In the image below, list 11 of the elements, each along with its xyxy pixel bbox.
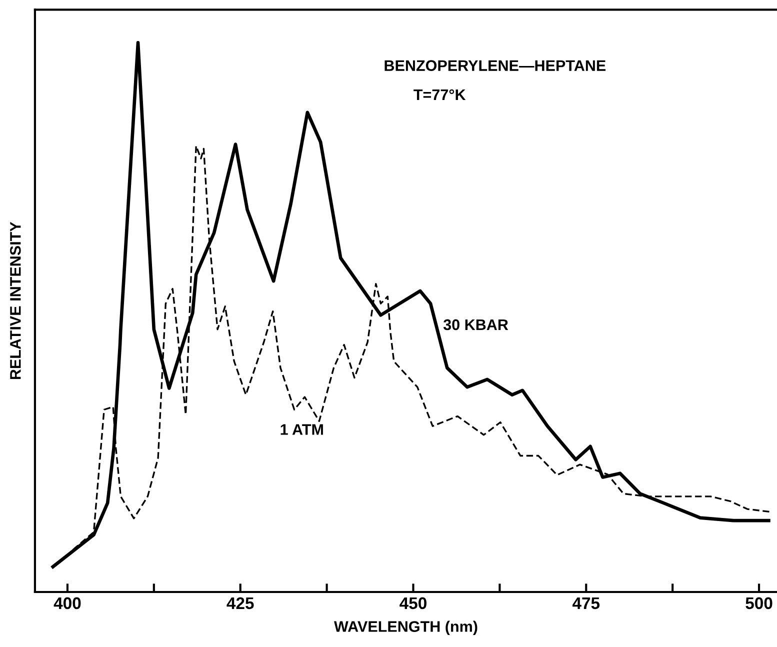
y-axis-title: RELATIVE INTENSITY (10, 222, 21, 380)
series-label: 30 KBAR (443, 319, 508, 330)
x-tick-label: 425 (226, 597, 254, 610)
x-tick-label: 450 (400, 597, 426, 610)
text: T=77°K (414, 89, 466, 100)
x-tick-label: 400 (54, 597, 81, 610)
text: BENZOPERYLENE—HEPTANE (384, 60, 606, 71)
x-tick-label: 475 (572, 597, 600, 610)
x-axis-title: WAVELENGTH (nm) (334, 620, 478, 635)
series-label: 1 ATM (280, 424, 323, 435)
x-tick-label: 500 (746, 597, 772, 610)
